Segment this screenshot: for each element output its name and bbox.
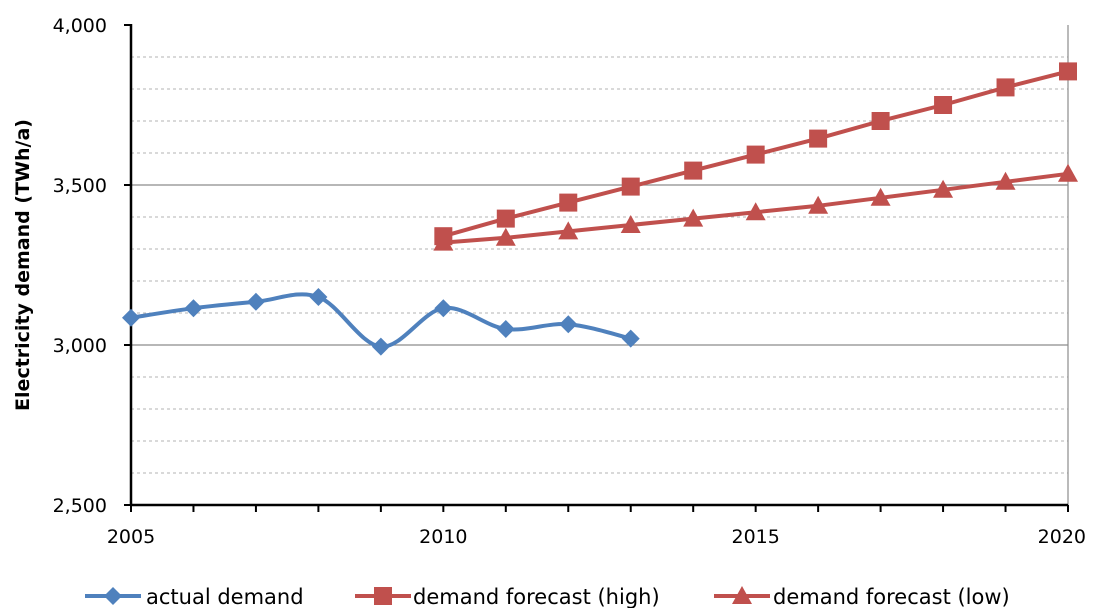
series-1 <box>122 288 640 356</box>
square-marker <box>1059 62 1077 81</box>
diamond-marker <box>371 337 390 356</box>
legend-label: demand forecast (low) <box>773 585 1010 608</box>
x-tick-label: 2020 <box>1038 526 1086 548</box>
diamond-marker <box>496 320 515 338</box>
label-layer: Electricity demand (TWh/a) 2,500 3,000 3,5… <box>12 15 1086 548</box>
triangle-marker <box>995 171 1016 190</box>
legend-item: demand forecast (high) <box>355 585 660 608</box>
triangle-marker <box>558 221 579 240</box>
triangle-marker <box>495 227 516 246</box>
diamond-marker <box>309 288 328 306</box>
diamond-marker <box>184 299 203 318</box>
series-3 <box>433 163 1078 251</box>
diamond-marker <box>621 329 640 348</box>
legend: actual demand demand forecast (high) deman… <box>85 585 1010 608</box>
legend-item: demand forecast (low) <box>714 585 1010 608</box>
triangle-marker <box>870 187 891 206</box>
triangle-marker <box>808 195 829 214</box>
square-marker <box>809 129 828 148</box>
x-tick-label: 2015 <box>731 526 779 548</box>
grid-layer <box>131 25 1069 505</box>
y-tick-label: 4,000 <box>53 15 107 37</box>
square-marker <box>871 112 890 130</box>
square-marker <box>934 96 953 114</box>
series-2 <box>434 62 1077 246</box>
triangle-marker <box>745 202 766 221</box>
triangle-marker <box>620 215 641 233</box>
square-marker <box>621 177 640 196</box>
square-marker <box>996 78 1015 97</box>
x-tick-label: 2005 <box>107 526 155 548</box>
triangle-marker <box>933 179 954 198</box>
square-marker <box>684 161 703 180</box>
triangle-marker <box>683 208 704 227</box>
legend-label: demand forecast (high) <box>413 585 660 608</box>
diamond-marker <box>559 315 578 334</box>
y-tick-label: 3,500 <box>53 175 107 197</box>
diamond-marker <box>122 308 140 327</box>
legend-item: actual demand <box>85 585 304 608</box>
y-axis-title: Electricity demand (TWh/a) <box>12 119 34 411</box>
triangle-marker <box>433 232 454 251</box>
diamond-marker <box>246 292 265 311</box>
legend-triangle-marker <box>732 586 752 604</box>
legend-square-marker <box>374 587 392 605</box>
triangle-marker <box>1058 163 1078 182</box>
axis-layer <box>124 24 1069 512</box>
square-marker <box>746 145 765 164</box>
diamond-marker <box>434 299 453 318</box>
square-marker <box>559 193 578 212</box>
square-marker <box>496 209 515 228</box>
legend-label: actual demand <box>146 585 304 608</box>
y-tick-label: 2,500 <box>53 495 107 517</box>
x-tick-label: 2010 <box>419 526 467 548</box>
y-tick-label: 3,000 <box>53 335 107 357</box>
legend-diamond-marker <box>104 587 122 605</box>
series-layer <box>122 62 1078 356</box>
